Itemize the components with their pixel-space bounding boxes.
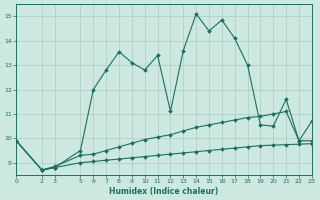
X-axis label: Humidex (Indice chaleur): Humidex (Indice chaleur) xyxy=(109,187,219,196)
